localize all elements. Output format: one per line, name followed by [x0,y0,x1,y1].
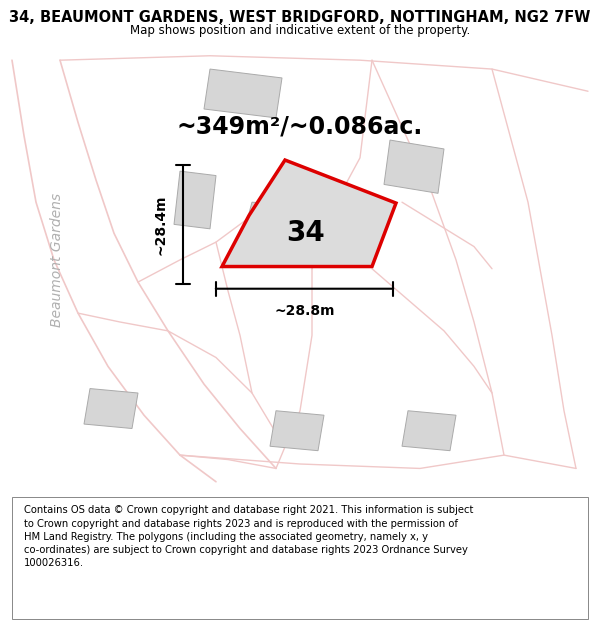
Polygon shape [270,411,324,451]
Polygon shape [84,389,138,429]
Polygon shape [174,171,216,229]
Polygon shape [204,69,282,118]
Polygon shape [384,140,444,193]
Text: Contains OS data © Crown copyright and database right 2021. This information is : Contains OS data © Crown copyright and d… [23,506,473,568]
Text: ~349m²/~0.086ac.: ~349m²/~0.086ac. [177,115,423,139]
Text: Map shows position and indicative extent of the property.: Map shows position and indicative extent… [130,24,470,36]
Text: 34, BEAUMONT GARDENS, WEST BRIDGFORD, NOTTINGHAM, NG2 7FW: 34, BEAUMONT GARDENS, WEST BRIDGFORD, NO… [10,10,590,25]
Text: ~28.4m: ~28.4m [154,194,168,254]
Text: Beaumont Gardens: Beaumont Gardens [50,192,64,327]
Text: ~28.8m: ~28.8m [274,304,335,318]
Text: 34: 34 [287,219,325,248]
Polygon shape [402,411,456,451]
Polygon shape [240,202,324,251]
Polygon shape [222,160,396,266]
